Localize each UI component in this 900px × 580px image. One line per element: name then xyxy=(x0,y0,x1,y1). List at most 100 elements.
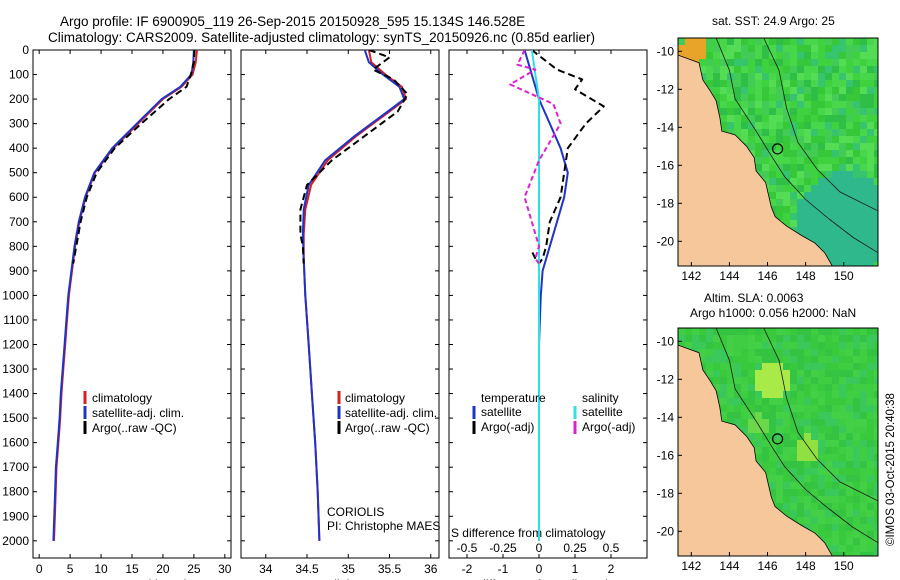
map-cell xyxy=(790,59,798,67)
salinity-panel: 34 34.5 35 35.5 36 salinity xyxy=(240,49,440,580)
map-cell xyxy=(734,419,742,427)
map-cell xyxy=(839,87,847,95)
map-cell xyxy=(832,328,840,336)
map-cell xyxy=(755,122,763,130)
map-cell xyxy=(825,122,833,130)
map-cell xyxy=(811,419,819,427)
legend-label-argo: Argo(..raw -QC) xyxy=(345,421,430,435)
map-cell xyxy=(860,101,868,109)
series-line xyxy=(299,50,409,264)
map-cell xyxy=(874,363,878,371)
map-cell xyxy=(762,454,770,462)
map-cell xyxy=(678,52,686,60)
map-cell xyxy=(797,129,805,137)
map-cell xyxy=(818,94,826,102)
map-cell xyxy=(741,101,749,109)
map-cell xyxy=(874,468,878,476)
map-cell xyxy=(818,192,826,200)
map-cell xyxy=(839,440,847,448)
map-cell xyxy=(825,94,833,102)
map-cell xyxy=(790,66,798,74)
map-cell xyxy=(853,517,861,525)
map-cell xyxy=(811,136,819,144)
map-cell xyxy=(678,335,686,343)
map-cell xyxy=(748,101,756,109)
map-cell xyxy=(692,328,700,336)
map-cell xyxy=(867,136,875,144)
map-cell xyxy=(818,517,826,525)
map-cell xyxy=(797,398,805,406)
map-cell xyxy=(692,335,700,343)
map-cell xyxy=(839,363,847,371)
y-tick-label: 700 xyxy=(9,215,29,229)
map-cell xyxy=(839,426,847,434)
map-cell xyxy=(790,384,798,392)
map-cell xyxy=(825,248,833,256)
map-cell xyxy=(783,129,791,137)
map-cell xyxy=(825,447,833,455)
map-cell xyxy=(825,370,833,378)
map-cell xyxy=(867,262,875,266)
map-cell xyxy=(874,122,878,130)
map-cell xyxy=(839,45,847,53)
map-cell xyxy=(818,227,826,235)
map-cell xyxy=(804,468,812,476)
map-cell xyxy=(734,356,742,364)
map-cell xyxy=(706,363,714,371)
x-tick-label: 20 xyxy=(156,562,170,576)
map-cell xyxy=(720,122,728,130)
x-tick-label: 0 xyxy=(536,562,543,576)
map-cell xyxy=(783,101,791,109)
map-cell xyxy=(860,220,868,228)
map-cell xyxy=(741,80,749,88)
map-cell xyxy=(720,59,728,67)
map-cell xyxy=(867,454,875,462)
map-cell xyxy=(874,199,878,207)
map-cell xyxy=(811,377,819,385)
map-cell xyxy=(853,94,861,102)
map-cell xyxy=(874,213,878,221)
map-cell xyxy=(818,129,826,137)
map-cell xyxy=(825,398,833,406)
map-cell xyxy=(776,461,784,469)
map-cell xyxy=(867,363,875,371)
map-cell xyxy=(818,73,826,81)
map-cell xyxy=(874,129,878,137)
map-cell xyxy=(818,150,826,158)
x-tick-label: 142 xyxy=(681,269,701,283)
map-cell xyxy=(755,398,763,406)
map-cell xyxy=(776,213,784,221)
map-cell xyxy=(825,510,833,518)
map-cell xyxy=(699,363,707,371)
map-cell xyxy=(797,220,805,228)
map-cell xyxy=(818,496,826,504)
map-cell xyxy=(874,101,878,109)
legend-label-s-satellite: satellite xyxy=(582,405,623,419)
map-cell xyxy=(818,531,826,539)
map-cell xyxy=(790,342,798,350)
map-cell xyxy=(797,157,805,165)
map-cell xyxy=(804,45,812,53)
map-cell xyxy=(825,384,833,392)
map-cell xyxy=(769,489,777,497)
map-cell xyxy=(818,178,826,186)
map-cell xyxy=(811,447,819,455)
map-cell xyxy=(818,440,826,448)
map-cell xyxy=(874,391,878,399)
map-cell xyxy=(797,45,805,53)
map-cell xyxy=(825,517,833,525)
map-cell xyxy=(727,370,735,378)
map-cell xyxy=(783,398,791,406)
map-cell xyxy=(853,531,861,539)
difference-legend: temperature salinity satellite Argo(-adj… xyxy=(472,391,635,434)
map-cell xyxy=(797,227,805,235)
map-cell xyxy=(832,108,840,116)
map-cell xyxy=(706,38,714,46)
map-cell xyxy=(818,391,826,399)
map-cell xyxy=(860,545,868,553)
map-cell xyxy=(853,241,861,249)
map-cell xyxy=(776,206,784,214)
map-cell xyxy=(839,419,847,427)
map-cell xyxy=(874,66,878,74)
map-cell xyxy=(734,342,742,350)
